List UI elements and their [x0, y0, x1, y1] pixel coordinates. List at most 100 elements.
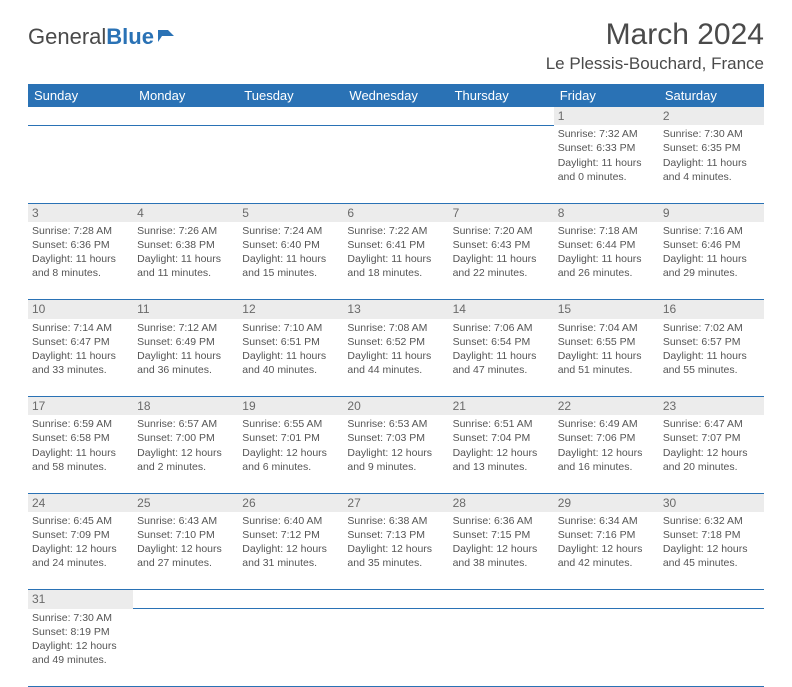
sunset-text: Sunset: 7:03 PM [347, 431, 444, 445]
sunset-text: Sunset: 6:36 PM [32, 238, 129, 252]
day-cell: Sunrise: 7:14 AMSunset: 6:47 PMDaylight:… [28, 319, 133, 397]
day-cell: Sunrise: 7:22 AMSunset: 6:41 PMDaylight:… [343, 222, 448, 300]
day-cell [554, 609, 659, 687]
day-number: 3 [28, 203, 133, 222]
day-number [343, 590, 448, 609]
daylight-text: Daylight: 12 hours and 9 minutes. [347, 446, 444, 474]
day-number: 11 [133, 300, 238, 319]
sunrise-text: Sunrise: 7:32 AM [558, 127, 655, 141]
sunrise-text: Sunrise: 7:24 AM [242, 224, 339, 238]
sunset-text: Sunset: 7:10 PM [137, 528, 234, 542]
sunrise-text: Sunrise: 7:14 AM [32, 321, 129, 335]
sunrise-text: Sunrise: 6:45 AM [32, 514, 129, 528]
day-number: 17 [28, 397, 133, 416]
day-number [449, 590, 554, 609]
sunset-text: Sunset: 7:00 PM [137, 431, 234, 445]
daylight-text: Daylight: 11 hours and 58 minutes. [32, 446, 129, 474]
sunrise-text: Sunrise: 6:57 AM [137, 417, 234, 431]
day-cell [659, 609, 764, 687]
day-cell: Sunrise: 7:30 AMSunset: 8:19 PMDaylight:… [28, 609, 133, 687]
day-number: 1 [554, 107, 659, 125]
sunset-text: Sunset: 6:40 PM [242, 238, 339, 252]
flag-icon [158, 24, 180, 50]
sunrise-text: Sunrise: 7:10 AM [242, 321, 339, 335]
day-cell: Sunrise: 6:36 AMSunset: 7:15 PMDaylight:… [449, 512, 554, 590]
day-number: 14 [449, 300, 554, 319]
logo-text-1: General [28, 24, 106, 50]
sunset-text: Sunset: 6:51 PM [242, 335, 339, 349]
day-number: 15 [554, 300, 659, 319]
sunset-text: Sunset: 7:18 PM [663, 528, 760, 542]
day-number [238, 107, 343, 125]
sunset-text: Sunset: 7:09 PM [32, 528, 129, 542]
daylight-text: Daylight: 11 hours and 40 minutes. [242, 349, 339, 377]
day-cell [343, 125, 448, 203]
day-cell: Sunrise: 7:18 AMSunset: 6:44 PMDaylight:… [554, 222, 659, 300]
day-number: 21 [449, 397, 554, 416]
daylight-text: Daylight: 11 hours and 15 minutes. [242, 252, 339, 280]
day-cell: Sunrise: 6:53 AMSunset: 7:03 PMDaylight:… [343, 415, 448, 493]
sunrise-text: Sunrise: 6:32 AM [663, 514, 760, 528]
sunset-text: Sunset: 6:44 PM [558, 238, 655, 252]
day-cell: Sunrise: 6:38 AMSunset: 7:13 PMDaylight:… [343, 512, 448, 590]
day-cell [133, 609, 238, 687]
day-cell: Sunrise: 7:32 AMSunset: 6:33 PMDaylight:… [554, 125, 659, 203]
day-cell [449, 125, 554, 203]
day-header: Thursday [449, 84, 554, 107]
day-cell: Sunrise: 7:30 AMSunset: 6:35 PMDaylight:… [659, 125, 764, 203]
sunset-text: Sunset: 6:33 PM [558, 141, 655, 155]
day-cell [449, 609, 554, 687]
day-cell: Sunrise: 6:47 AMSunset: 7:07 PMDaylight:… [659, 415, 764, 493]
day-number: 24 [28, 493, 133, 512]
sunrise-text: Sunrise: 6:59 AM [32, 417, 129, 431]
sunset-text: Sunset: 6:55 PM [558, 335, 655, 349]
day-cell: Sunrise: 7:04 AMSunset: 6:55 PMDaylight:… [554, 319, 659, 397]
day-number: 4 [133, 203, 238, 222]
day-header: Friday [554, 84, 659, 107]
day-header: Saturday [659, 84, 764, 107]
sunrise-text: Sunrise: 6:34 AM [558, 514, 655, 528]
sunset-text: Sunset: 6:46 PM [663, 238, 760, 252]
sunrise-text: Sunrise: 7:28 AM [32, 224, 129, 238]
sunrise-text: Sunrise: 7:04 AM [558, 321, 655, 335]
daylight-text: Daylight: 11 hours and 44 minutes. [347, 349, 444, 377]
day-cell: Sunrise: 7:08 AMSunset: 6:52 PMDaylight:… [343, 319, 448, 397]
day-cell: Sunrise: 7:20 AMSunset: 6:43 PMDaylight:… [449, 222, 554, 300]
day-number: 10 [28, 300, 133, 319]
daylight-text: Daylight: 11 hours and 22 minutes. [453, 252, 550, 280]
day-cell: Sunrise: 6:57 AMSunset: 7:00 PMDaylight:… [133, 415, 238, 493]
day-number [659, 590, 764, 609]
day-number: 9 [659, 203, 764, 222]
header: GeneralBlue March 2024 Le Plessis-Boucha… [28, 18, 764, 74]
day-header: Tuesday [238, 84, 343, 107]
sunset-text: Sunset: 7:15 PM [453, 528, 550, 542]
day-number: 26 [238, 493, 343, 512]
sunset-text: Sunset: 7:01 PM [242, 431, 339, 445]
daylight-text: Daylight: 11 hours and 26 minutes. [558, 252, 655, 280]
sunset-text: Sunset: 6:54 PM [453, 335, 550, 349]
sunrise-text: Sunrise: 6:47 AM [663, 417, 760, 431]
day-number: 29 [554, 493, 659, 512]
day-cell: Sunrise: 6:59 AMSunset: 6:58 PMDaylight:… [28, 415, 133, 493]
sunset-text: Sunset: 6:47 PM [32, 335, 129, 349]
daylight-text: Daylight: 12 hours and 24 minutes. [32, 542, 129, 570]
sunrise-text: Sunrise: 7:26 AM [137, 224, 234, 238]
sunrise-text: Sunrise: 7:30 AM [663, 127, 760, 141]
day-cell: Sunrise: 6:40 AMSunset: 7:12 PMDaylight:… [238, 512, 343, 590]
sunset-text: Sunset: 6:52 PM [347, 335, 444, 349]
daylight-text: Daylight: 12 hours and 35 minutes. [347, 542, 444, 570]
sunset-text: Sunset: 7:06 PM [558, 431, 655, 445]
sunrise-text: Sunrise: 7:30 AM [32, 611, 129, 625]
sunrise-text: Sunrise: 6:53 AM [347, 417, 444, 431]
sunset-text: Sunset: 7:04 PM [453, 431, 550, 445]
day-number: 25 [133, 493, 238, 512]
daylight-text: Daylight: 11 hours and 18 minutes. [347, 252, 444, 280]
sunset-text: Sunset: 6:49 PM [137, 335, 234, 349]
sunset-text: Sunset: 6:41 PM [347, 238, 444, 252]
day-number: 13 [343, 300, 448, 319]
daylight-text: Daylight: 11 hours and 11 minutes. [137, 252, 234, 280]
day-cell: Sunrise: 7:06 AMSunset: 6:54 PMDaylight:… [449, 319, 554, 397]
calendar-body: 12Sunrise: 7:32 AMSunset: 6:33 PMDayligh… [28, 107, 764, 687]
calendar-table: SundayMondayTuesdayWednesdayThursdayFrid… [28, 84, 764, 687]
daylight-text: Daylight: 11 hours and 47 minutes. [453, 349, 550, 377]
